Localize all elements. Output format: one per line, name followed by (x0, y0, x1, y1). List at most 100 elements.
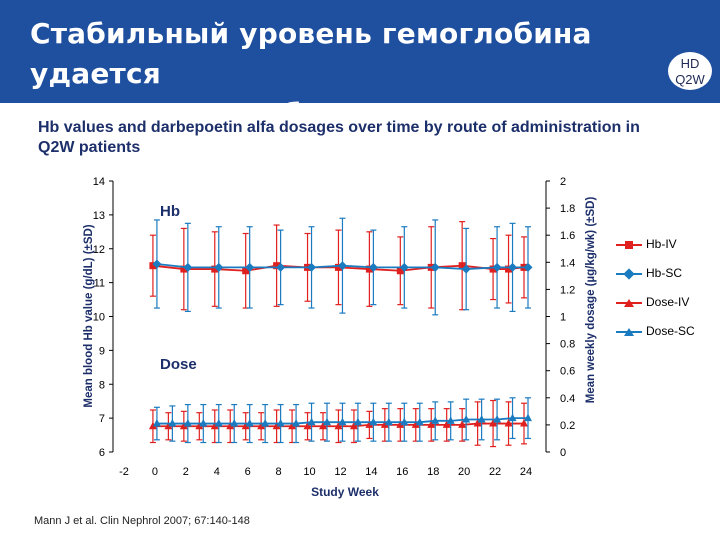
point-dose-iv (319, 421, 327, 430)
legend-label-dose-iv: Dose-IV (646, 295, 690, 309)
point-dose-sc (199, 419, 208, 427)
point-dose-sc (152, 419, 161, 427)
chart-legend: Hb-IV Hb-SC Dose-IV Dose-SC (616, 236, 716, 352)
y-right-tick-label: 1.4 (560, 257, 575, 269)
x-tick-label: 4 (214, 466, 220, 478)
point-dose-iv (365, 420, 374, 428)
point-dose-iv (442, 420, 451, 428)
y-right-tick-label: 0.6 (560, 366, 575, 378)
series-line-hb-sc (156, 263, 528, 270)
diamond-marker-icon (623, 268, 635, 280)
point-dose-sc (462, 414, 471, 423)
y-left-tick-label: 9 (99, 345, 105, 357)
y-left-tick-label: 7 (99, 413, 105, 425)
point-dose-sc (446, 416, 455, 424)
point-dose-sc (524, 413, 532, 422)
point-dose-iv (288, 421, 297, 430)
point-hb-iv (242, 267, 250, 275)
point-hb-sc (399, 262, 409, 272)
point-hb-sc (276, 262, 286, 272)
point-dose-iv (226, 421, 235, 430)
y-right-tick-label: 1.6 (560, 230, 575, 242)
point-dose-sc (307, 417, 316, 426)
point-dose-iv (179, 421, 188, 430)
point-dose-sc (230, 419, 239, 427)
point-dose-iv (489, 419, 498, 427)
legend-item-dose-iv: Dose-IV (616, 294, 716, 323)
x-tick-label: 0 (152, 466, 158, 478)
point-hb-iv (180, 265, 188, 273)
point-dose-sc (168, 419, 177, 427)
y-right-tick-label: 0 (560, 447, 566, 459)
point-hb-sc (214, 262, 224, 272)
point-hb-iv (396, 267, 404, 275)
point-dose-sc (369, 417, 378, 426)
x-tick-label: 6 (245, 466, 251, 478)
legend-item-hb-sc: Hb-SC (616, 265, 716, 294)
point-hb-iv (273, 262, 281, 270)
y-left-tick-label: 8 (99, 379, 105, 391)
point-dose-iv (427, 420, 436, 428)
legend-label-hb-sc: Hb-SC (646, 266, 683, 280)
y-right-tick-label: 1.2 (560, 284, 575, 296)
y-right-tick-label: 0.8 (560, 339, 575, 351)
point-dose-iv (148, 421, 157, 430)
point-dose-iv (257, 421, 266, 430)
point-hb-sc (461, 264, 471, 274)
x-tick-label: 14 (365, 466, 377, 478)
point-hb-iv (149, 262, 157, 270)
y-axis-label-right: Mean weekly dosage (µg/kg/wk) (±SD) (585, 197, 597, 404)
point-dose-iv (272, 421, 281, 430)
y-right-tick-label: 1 (560, 312, 566, 324)
point-dose-sc (493, 414, 502, 423)
point-dose-sc (353, 417, 362, 426)
point-hb-iv (505, 265, 513, 273)
x-tick-label: 16 (396, 466, 408, 478)
x-tick-label: 20 (458, 466, 470, 478)
point-hb-sc (430, 262, 440, 272)
point-dose-sc (245, 419, 254, 427)
y-left-tick-label: 13 (93, 210, 105, 222)
x-tick-label: 2 (183, 466, 189, 478)
point-hb-sc (492, 262, 502, 272)
square-marker-icon (625, 241, 633, 249)
slide-title: Стабильный уровень гемоглобина удается п… (30, 14, 690, 134)
point-hb-iv (334, 263, 342, 271)
y-right-tick-label: 2 (560, 176, 566, 188)
point-dose-iv (195, 421, 204, 430)
point-hb-sc (307, 262, 317, 272)
point-dose-iv (164, 421, 173, 430)
point-hb-sc (152, 259, 162, 269)
point-dose-sc (214, 419, 223, 427)
y-right-tick-label: 1.8 (560, 203, 575, 215)
x-tick-label: 10 (303, 466, 315, 478)
point-hb-sc (368, 262, 378, 272)
point-hb-sc (183, 262, 193, 272)
point-dose-iv (303, 421, 312, 430)
point-dose-sc (261, 419, 270, 427)
legend-label-hb-iv: Hb-IV (646, 237, 677, 251)
x-tick-label: 24 (520, 466, 532, 478)
hd-q2w-badge: HD Q2W (666, 50, 714, 92)
y-right-tick-label: 0.4 (560, 393, 575, 405)
point-hb-sc (337, 261, 347, 271)
y-left-tick-label: 12 (93, 244, 105, 256)
x-tick-label: 8 (276, 466, 282, 478)
badge-line2: Q2W (675, 72, 705, 87)
point-dose-iv (411, 420, 420, 428)
point-dose-sc (384, 417, 393, 426)
annotation-dose: Dose (160, 356, 197, 373)
point-hb-sc (245, 262, 255, 272)
chart-title: Hb values and darbepoetin alfa dosages o… (38, 119, 640, 156)
x-tick-label: 22 (489, 466, 501, 478)
x-axis-label: Study Week (311, 485, 379, 499)
x-tick-label: 18 (427, 466, 439, 478)
point-dose-iv (458, 420, 467, 428)
point-dose-iv (520, 419, 528, 427)
point-hb-iv (365, 265, 373, 273)
y-axis-label-left: Mean blood Hb value (g/dL) (±SD) (83, 224, 95, 407)
annotation-hb: Hb (160, 203, 180, 220)
point-dose-iv (396, 420, 405, 428)
y-left-tick-label: 11 (94, 278, 105, 290)
